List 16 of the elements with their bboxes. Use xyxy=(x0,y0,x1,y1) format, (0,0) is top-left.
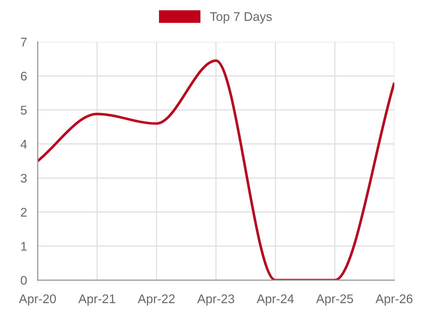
x-tick-label: Apr-21 xyxy=(78,294,116,306)
y-tick-label: 2 xyxy=(20,208,27,217)
x-tick-label: Apr-20 xyxy=(18,294,56,306)
y-tick-label: 0 xyxy=(20,276,27,285)
x-tick-label: Apr-24 xyxy=(256,294,294,306)
y-tick-label: 4 xyxy=(20,140,27,149)
y-tick-label: 1 xyxy=(21,242,27,251)
x-tick-label: Apr-26 xyxy=(376,294,412,306)
legend-label: Top 7 Days xyxy=(210,12,272,24)
y-tick-label: 7 xyxy=(20,38,27,46)
y-tick-label: 6 xyxy=(20,72,27,81)
x-tick-label: Apr-25 xyxy=(316,294,354,306)
x-tick-label: Apr-22 xyxy=(138,294,175,306)
x-tick-label: Apr-23 xyxy=(197,294,234,306)
y-tick-label: 5 xyxy=(20,106,27,115)
y-tick-label: 3 xyxy=(20,174,27,183)
